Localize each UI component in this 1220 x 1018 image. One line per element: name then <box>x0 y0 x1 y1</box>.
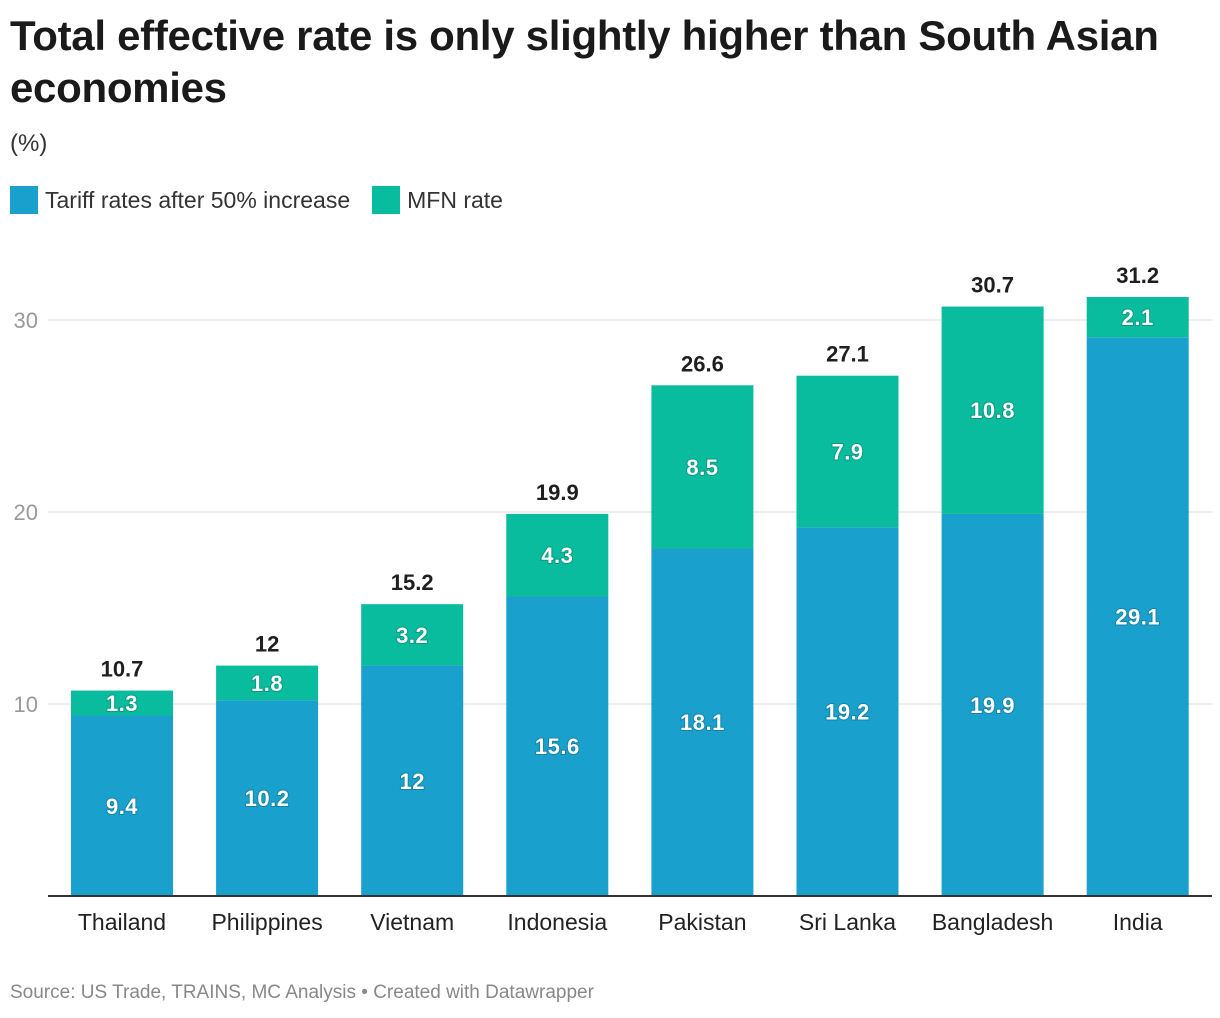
x-tick-label-philippines: Philippines <box>211 909 322 935</box>
bar-tariff-india <box>1086 337 1189 896</box>
value-label-mfn-thailand: 1.3 <box>106 691 138 716</box>
total-label-indonesia: 19.9 <box>536 480 579 505</box>
chart-subtitle: (%) <box>10 130 48 157</box>
total-label-thailand: 10.7 <box>101 657 144 682</box>
bar-tariff-vietnam <box>361 665 464 896</box>
bar-mfn-sri-lanka <box>796 375 899 528</box>
legend-label-mfn: MFN rate <box>407 186 503 213</box>
bar-mfn-indonesia <box>506 513 609 597</box>
bar-tariff-thailand <box>71 715 173 896</box>
value-label-tariff-india: 29.1 <box>1115 605 1160 630</box>
legend-swatch-tariff <box>10 186 38 214</box>
value-label-tariff-pakistan: 18.1 <box>680 710 725 735</box>
legend-item-mfn: MFN rate <box>372 186 503 214</box>
total-label-pakistan: 26.6 <box>681 351 724 376</box>
legend-item-tariff: Tariff rates after 50% increase <box>10 186 350 214</box>
x-tick-label-pakistan: Pakistan <box>658 909 746 935</box>
total-label-philippines: 12 <box>255 632 279 657</box>
legend-swatch-mfn <box>372 186 401 214</box>
bar-mfn-india <box>1086 296 1189 338</box>
bar-mfn-thailand <box>71 690 173 716</box>
x-tick-label-india: India <box>1113 909 1163 935</box>
x-tick-label-indonesia: Indonesia <box>507 909 607 935</box>
bar-tariff-indonesia <box>506 596 609 896</box>
value-label-mfn-india: 2.1 <box>1122 305 1154 330</box>
value-label-mfn-indonesia: 4.3 <box>541 543 573 568</box>
bar-tariff-bangladesh <box>941 513 1044 896</box>
total-label-vietnam: 15.2 <box>391 570 434 595</box>
bar-tariff-sri-lanka <box>796 527 899 896</box>
y-tick-label-10: 10 <box>14 692 38 717</box>
stacked-bar-chart: 10 20 30 9.4 1.3 10.7 Thailand 10.2 1.8 12 Philipp… <box>14 263 1212 935</box>
value-label-mfn-philippines: 1.8 <box>251 671 283 696</box>
y-tick-label-30: 30 <box>14 308 38 333</box>
x-tick-label-bangladesh: Bangladesh <box>932 909 1054 935</box>
bar-tariff-philippines <box>216 700 319 896</box>
value-label-mfn-sri-lanka: 7.9 <box>831 440 863 465</box>
value-label-tariff-bangladesh: 19.9 <box>970 693 1015 718</box>
legend: Tariff rates after 50% increase MFN rate <box>10 186 525 214</box>
bar-mfn-philippines <box>216 665 319 701</box>
value-label-tariff-indonesia: 15.6 <box>535 734 580 759</box>
legend-label-tariff: Tariff rates after 50% increase <box>45 186 351 213</box>
total-label-bangladesh: 30.7 <box>971 273 1014 298</box>
value-label-tariff-philippines: 10.2 <box>245 786 290 811</box>
value-label-mfn-bangladesh: 10.8 <box>970 398 1015 423</box>
x-tick-label-thailand: Thailand <box>78 909 166 935</box>
value-label-mfn-pakistan: 8.5 <box>686 455 718 480</box>
x-tick-label-vietnam: Vietnam <box>370 909 454 935</box>
chart-title: Total effective rate is only slightly hi… <box>10 12 1159 111</box>
bar-mfn-pakistan <box>651 385 754 549</box>
x-tick-label-sri-lanka: Sri Lanka <box>799 909 896 935</box>
bar-mfn-bangladesh <box>941 306 1044 514</box>
total-label-india: 31.2 <box>1116 263 1159 288</box>
value-label-mfn-vietnam: 3.2 <box>396 623 428 648</box>
value-label-tariff-sri-lanka: 19.2 <box>825 700 870 725</box>
total-label-sri-lanka: 27.1 <box>826 342 869 367</box>
source-note: Source: US Trade, TRAINS, MC Analysis • … <box>10 982 594 1003</box>
bar-tariff-pakistan <box>651 548 754 896</box>
value-label-tariff-vietnam: 12 <box>399 769 424 794</box>
bar-mfn-vietnam <box>361 604 464 666</box>
value-label-tariff-thailand: 9.4 <box>106 794 138 819</box>
y-tick-label-20: 20 <box>14 500 38 525</box>
